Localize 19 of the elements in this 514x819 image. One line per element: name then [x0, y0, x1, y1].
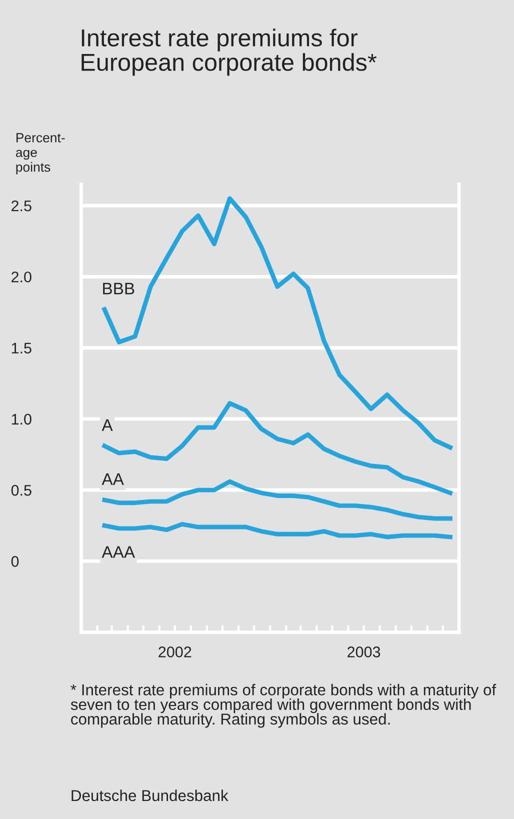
text: Deutsche Bundesbank: [72, 790, 228, 802]
series-label: BBB: [103, 282, 134, 294]
y-tick-label: 1.0: [12, 414, 32, 425]
series-label: AA: [102, 473, 124, 485]
x-tick-label: 2003: [348, 646, 380, 658]
line-series: [102, 522, 452, 540]
series-label: AAA: [102, 546, 136, 558]
series-label: A: [102, 419, 113, 431]
text: * Interest rate premiums of corporate bonds with a maturity of seven to ten years compared with government bonds with comparable maturity. Rating symbols as used.: [70, 684, 496, 728]
chart-title: Interest rate premiums for European corporate bonds*: [82, 28, 377, 76]
y-axis-title: Percent- age points: [16, 133, 65, 174]
line-series: [102, 401, 452, 496]
y-tick-label: 0: [11, 556, 19, 567]
y-tick-label: 2.0: [12, 272, 32, 282]
x-tick-label: 2002: [158, 646, 192, 658]
y-tick-label: 2.5: [12, 200, 32, 212]
y-tick-label: 0.5: [11, 484, 32, 496]
y-tick-label: 1.5: [12, 342, 32, 354]
line-series: [102, 196, 452, 450]
